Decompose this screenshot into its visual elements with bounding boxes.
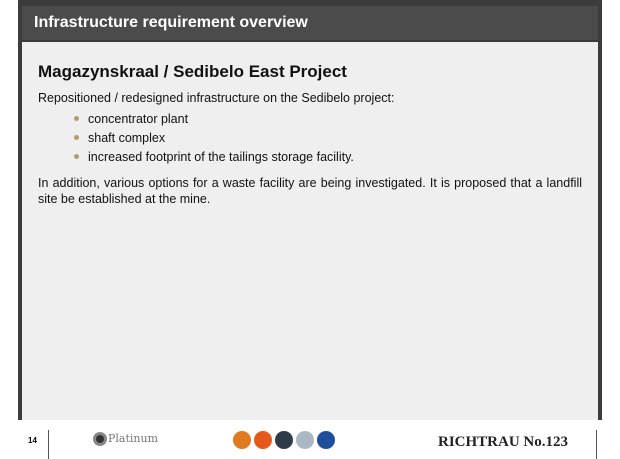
separator — [596, 430, 597, 459]
logo-text: Platinum — [108, 432, 159, 445]
heading: Magazynskraal / Sedibelo East Project — [38, 62, 347, 81]
paragraph: In addition, various options for a waste… — [38, 176, 582, 206]
bullet-list: concentrator plant shaft complex increas… — [38, 110, 582, 167]
partner-logos — [233, 431, 335, 449]
header-title: Infrastructure requirement overview — [22, 6, 598, 40]
footer: 14 Platinum RICHTRAU No.123 — [18, 420, 602, 459]
content: Magazynskraal / Sedibelo East Project Re… — [22, 42, 598, 420]
intro: Repositioned / redesigned infrastructure… — [38, 91, 395, 105]
separator — [48, 430, 49, 459]
logo-icon — [93, 432, 107, 446]
page-number: 14 — [28, 436, 37, 445]
bullet: increased footprint of the tailings stor… — [74, 148, 582, 167]
reference: RICHTRAU No.123 — [438, 434, 569, 450]
bullet: concentrator plant — [74, 110, 582, 129]
slide: Infrastructure requirement overview Maga… — [18, 0, 602, 459]
bullet: shaft complex — [74, 129, 582, 148]
